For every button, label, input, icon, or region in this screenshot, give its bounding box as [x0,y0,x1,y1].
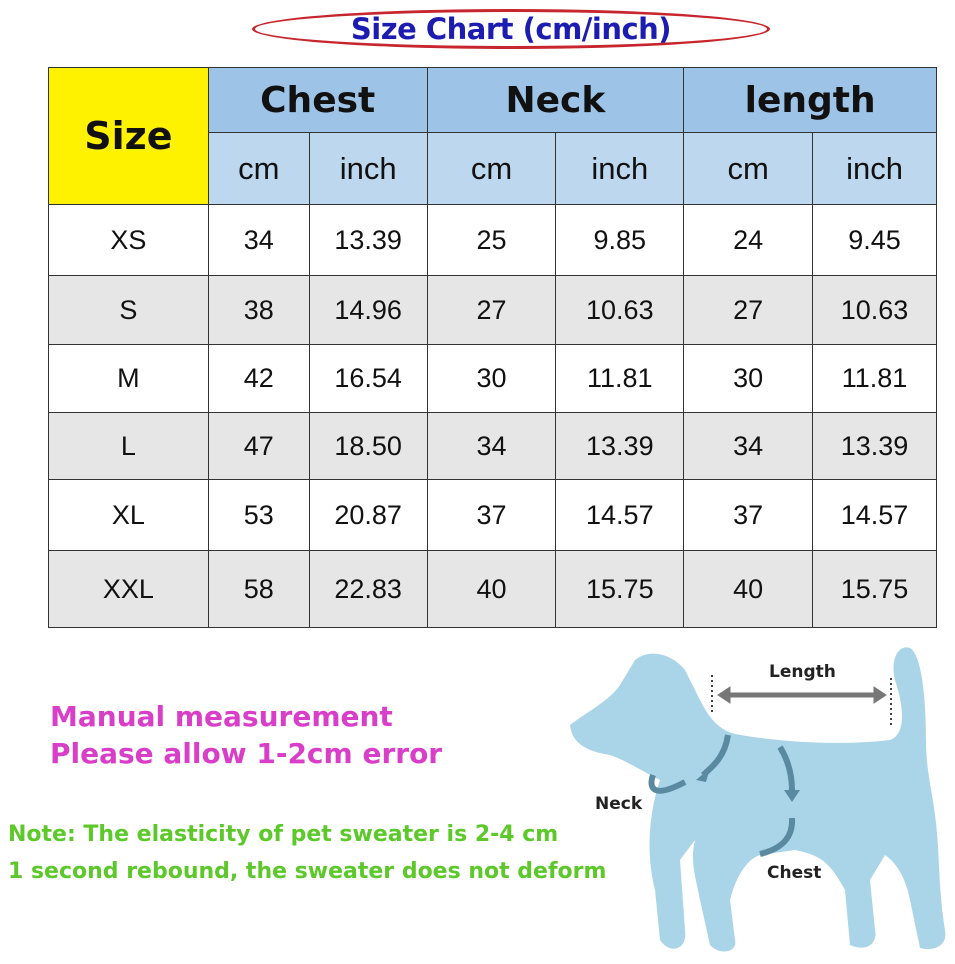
value-cell: 11.81 [555,344,685,413]
value-cell: 20.87 [308,479,428,551]
value-cell: 24 [683,204,814,276]
page-title: Size Chart (cm/inch) [350,12,672,46]
neck-label: Neck [595,794,643,814]
value-cell: 30 [683,344,814,413]
title-ellipse [252,9,770,49]
dog-silhouette [570,647,946,952]
length-label: Length [769,662,836,682]
length-arrow-icon [717,686,887,704]
value-cell: 34 [426,412,557,480]
table-row: S 38 14.96 27 10.63 27 10.63 [48,275,937,345]
size-cell: L [48,412,209,480]
unit-header: cm [426,132,557,205]
table-row: XS 34 13.39 25 9.85 24 9.45 [48,204,937,276]
value-cell: 42 [207,344,310,413]
unit-header: cm [207,132,310,205]
unit-header: inch [812,132,937,205]
elasticity-note: Note: The elasticity of pet sweater is 2… [8,822,559,847]
error-note: Please allow 1-2cm error [50,737,443,770]
value-cell: 40 [683,550,814,628]
value-cell: 27 [683,275,814,345]
table-row: M 42 16.54 30 11.81 30 11.81 [48,344,937,413]
table-row: XL 53 20.87 37 14.57 37 14.57 [48,479,937,551]
value-cell: 58 [207,550,310,628]
value-cell: 11.81 [812,344,937,413]
unit-header: inch [555,132,685,205]
value-cell: 13.39 [555,412,685,480]
dog-measurement-diagram [570,647,946,952]
size-cell: XS [48,204,209,276]
length-header: length [683,67,937,133]
unit-header: cm [683,132,814,205]
neck-arrowhead-icon [696,768,710,782]
rebound-note: 1 second rebound, the sweater does not d… [8,859,607,884]
value-cell: 16.54 [308,344,428,413]
value-cell: 47 [207,412,310,480]
size-cell: XL [48,479,209,551]
unit-header: inch [308,132,428,205]
chest-header: Chest [207,67,428,133]
value-cell: 40 [426,550,557,628]
value-cell: 9.85 [555,204,685,276]
chest-arrowhead-icon [784,790,800,802]
table-row: L 47 18.50 34 13.39 34 13.39 [48,412,937,480]
value-cell: 30 [426,344,557,413]
chest-arrow-icon [759,745,796,857]
value-cell: 27 [426,275,557,345]
value-cell: 38 [207,275,310,345]
value-cell: 14.57 [555,479,685,551]
value-cell: 53 [207,479,310,551]
value-cell: 10.63 [812,275,937,345]
value-cell: 13.39 [812,412,937,480]
value-cell: 22.83 [308,550,428,628]
chest-label: Chest [767,863,822,883]
value-cell: 37 [426,479,557,551]
value-cell: 25 [426,204,557,276]
table-row: XXL 58 22.83 40 15.75 40 15.75 [48,550,937,628]
value-cell: 14.57 [812,479,937,551]
size-header: Size [48,67,209,205]
size-cell: S [48,275,209,345]
value-cell: 37 [683,479,814,551]
neck-header: Neck [426,67,685,133]
manual-note: Manual measurement [50,700,393,733]
size-cell: M [48,344,209,413]
value-cell: 34 [207,204,310,276]
size-cell: XXL [48,550,209,628]
value-cell: 9.45 [812,204,937,276]
value-cell: 15.75 [555,550,685,628]
size-table: Size Chest Neck length cm inch cm inch c… [48,67,937,628]
value-cell: 13.39 [308,204,428,276]
value-cell: 14.96 [308,275,428,345]
value-cell: 18.50 [308,412,428,480]
value-cell: 34 [683,412,814,480]
value-cell: 15.75 [812,550,937,628]
value-cell: 10.63 [555,275,685,345]
